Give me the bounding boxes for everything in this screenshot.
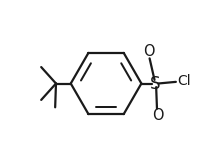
Text: O: O: [143, 44, 155, 59]
Text: S: S: [150, 74, 161, 93]
Text: Cl: Cl: [178, 74, 191, 88]
Text: O: O: [152, 108, 164, 123]
